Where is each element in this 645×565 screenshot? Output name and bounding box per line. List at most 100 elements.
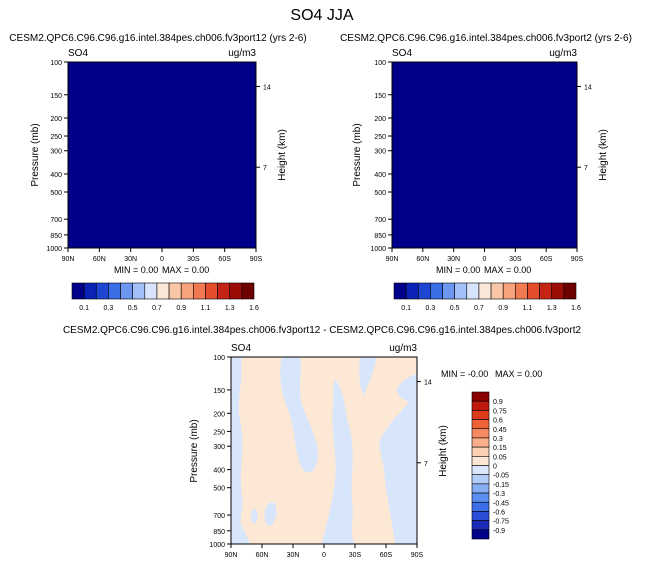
panel-3-ytick-label: 250 [213, 429, 225, 436]
panel-1-colorbar-label: 1.1 [201, 305, 211, 312]
panel-1-colorbar-cell [180, 282, 194, 300]
panel-1-ytick-label: 850 [50, 233, 62, 240]
panel-1-colorbar-label: 1.3 [225, 305, 235, 312]
panel-2-colorbar: 0.1 0.3 0.5 0.7 0.9 1.1 1.3 1.6 [393, 282, 581, 312]
panel-3-colorbar-cell [471, 391, 490, 402]
panel-3-colorbar-cell [471, 446, 490, 457]
panel-3-min: MIN = -0.00 [441, 369, 488, 379]
panel-1-colorbar-label: 1.6 [249, 305, 259, 312]
panel-2-ytick-label: 150 [374, 93, 386, 100]
panel-1-title: CESM2.QPC6.C96.C96.g16.intel.384pes.ch00… [9, 33, 306, 44]
panel-3-colorbar-cell [471, 511, 490, 521]
panel-3-field-negative [251, 508, 258, 524]
panel-2-min: MIN = 0.00 [436, 265, 480, 275]
panel-3-ytick-label: 200 [213, 411, 225, 418]
panel-2-colorbar-cell [417, 282, 431, 300]
panel-2-ytick-label: 400 [374, 172, 386, 179]
panel-2-colorbar-cell [454, 282, 468, 300]
panel-1-colorbar-cell [95, 282, 109, 300]
panel-3-ytick-label: 700 [213, 513, 225, 520]
panel-1-xtick-label: 60N [93, 256, 106, 263]
panel-1-ylabel: Pressure (mb) [30, 123, 41, 186]
panel-2-colorbar-cell [466, 282, 480, 300]
panel-3-colorbar-label: 0 [493, 464, 497, 471]
panel-3-right-label: Height (km) [438, 425, 449, 477]
panel-2-colorbar-label: 0.3 [426, 305, 436, 312]
panel-1-min: MIN = 0.00 [114, 265, 158, 275]
panel-3-field-negative [379, 398, 417, 544]
panel-3-colorbar-cell [471, 410, 490, 420]
panel-2-colorbar-cell [515, 282, 528, 300]
panel-2-colorbar-cell [527, 282, 540, 300]
panel-3-field-negative [396, 374, 417, 402]
panel-3-xtick-label: 90N [225, 552, 238, 559]
panel-1: CESM2.QPC6.C96.C96.g16.intel.384pes.ch00… [9, 33, 306, 312]
panel-3-colorbar-label: -0.3 [493, 491, 505, 498]
panel-1-ytick-label: 400 [50, 172, 62, 179]
panel-1-ytick-label: 700 [50, 217, 62, 224]
panel-1-colorbar-cell [205, 282, 218, 300]
panel-3-colorbar-label: 0.05 [493, 454, 507, 461]
panel-1-xtick-label: 0 [160, 256, 164, 263]
panel-2-ytick-label: 200 [374, 116, 386, 123]
panel-1-field [68, 62, 256, 248]
panel-2-colorbar-cell [563, 282, 577, 300]
panel-3-ytick-label: 500 [213, 486, 225, 493]
panel-3-ylabel: Pressure (mb) [189, 419, 200, 482]
panel-3-ytick-label: 850 [213, 529, 225, 536]
panel-3-colorbar-label: -0.45 [493, 500, 509, 507]
panel-3-colorbar-label: 0.3 [493, 436, 503, 443]
panel-1-colorbar-cell [156, 282, 170, 300]
panel-2-colorbar-cell [405, 282, 419, 300]
panel-2-colorbar-label: 1.3 [547, 305, 557, 312]
panel-1-colorbar-label: 0.9 [176, 305, 186, 312]
panel-1-colorbar-cell [132, 282, 146, 300]
panel-3-field-negative [322, 380, 355, 544]
panel-1-ytick-label: 1000 [46, 246, 62, 253]
panel-2-ytick-label: 1000 [370, 246, 386, 253]
panel-3-colorbar-label: -0.75 [493, 519, 509, 526]
panel-1-units-label: ug/m3 [228, 48, 256, 59]
panel-3-ytick-label: 400 [213, 468, 225, 475]
panel-3-field [231, 357, 417, 544]
panel-2-rtick-label: 7 [584, 165, 588, 172]
panel-3-colorbar-cell [471, 437, 490, 448]
panel-1-max: MAX = 0.00 [162, 265, 209, 275]
panel-3-xtick-label: 30S [349, 552, 362, 559]
panel-3-xtick-label: 0 [322, 552, 326, 559]
panel-2: CESM2.QPC6.C96.C96.g16.intel.384pes.ch00… [340, 33, 632, 312]
panel-2-ytick-label: 300 [374, 149, 386, 156]
panel-3-colorbar-cell [471, 529, 490, 540]
panel-3-field-negative [231, 357, 250, 544]
panel-3-ytick-label: 300 [213, 444, 225, 451]
panel-3-ytick-label: 150 [213, 388, 225, 395]
panel-2-title: CESM2.QPC6.C96.C96.g16.intel.384pes.ch00… [340, 33, 632, 44]
panel-1-xtick-label: 30N [124, 256, 137, 263]
panel-3-rtick-label: 14 [424, 380, 432, 387]
panel-3-xtick-label: 90S [411, 552, 424, 559]
panel-1-colorbar-label: 0.3 [104, 305, 114, 312]
panel-2-ytick-label: 700 [374, 217, 386, 224]
panel-2-colorbar-label: 1.1 [523, 305, 533, 312]
panel-3-xtick-label: 30N [287, 552, 300, 559]
panel-2-colorbar-label: 0.7 [474, 305, 484, 312]
panel-1-colorbar-cell [229, 282, 243, 300]
panel-3-colorbar-cell [471, 456, 490, 466]
panel-2-colorbar-cell [393, 282, 407, 300]
panel-3-colorbar-label: -0.6 [493, 509, 505, 516]
panel-2-colorbar-cell [490, 282, 504, 300]
panel-2-colorbar-label: 0.1 [401, 305, 411, 312]
panel-3: CESM2.QPC6.C96.C96.g16.intel.384pes.ch00… [63, 325, 582, 559]
panel-1-colorbar-label: 0.5 [128, 305, 138, 312]
panel-2-colorbar-cell [478, 282, 492, 300]
panel-1-colorbar-cell [120, 282, 133, 300]
panel-1-rtick-label: 14 [263, 84, 271, 91]
panel-3-colorbar-cell [471, 428, 490, 439]
panel-2-colorbar-label: 0.5 [450, 305, 460, 312]
panel-2-max: MAX = 0.00 [484, 265, 531, 275]
panel-1-ytick-label: 200 [50, 116, 62, 123]
panel-3-ytick-label: 1000 [209, 542, 225, 549]
